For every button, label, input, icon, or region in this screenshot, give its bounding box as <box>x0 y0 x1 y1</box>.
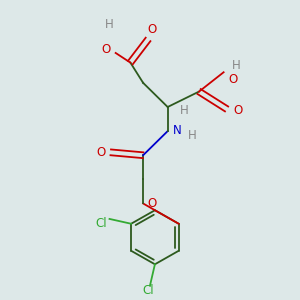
Text: O: O <box>234 104 243 117</box>
Text: O: O <box>147 23 157 36</box>
Text: H: H <box>104 17 113 31</box>
Text: H: H <box>188 129 197 142</box>
Text: H: H <box>180 104 189 117</box>
Text: O: O <box>147 197 157 210</box>
Text: H: H <box>232 59 241 72</box>
Text: O: O <box>229 74 238 86</box>
Text: N: N <box>173 124 182 137</box>
Text: O: O <box>96 146 106 159</box>
Text: O: O <box>101 43 110 56</box>
Text: Cl: Cl <box>96 217 107 230</box>
Text: Cl: Cl <box>142 284 154 297</box>
